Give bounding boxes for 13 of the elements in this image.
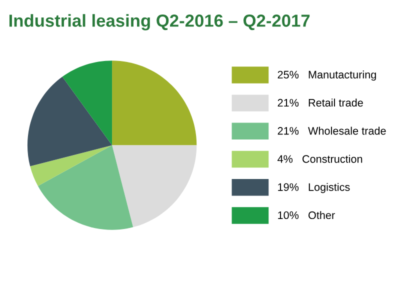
legend-label: 21% Retail trade bbox=[278, 98, 363, 107]
pie-slice bbox=[27, 76, 112, 166]
pie-slice bbox=[38, 145, 134, 230]
legend-label: 19% Logistics bbox=[278, 182, 350, 194]
chart-title: Industrial leasing Q2-2016 – Q2-2017 bbox=[9, 14, 310, 30]
legend-label: 21% Wholesale trade bbox=[278, 126, 386, 135]
pie-slice bbox=[30, 145, 112, 186]
pie-slice bbox=[112, 145, 197, 228]
legend-label: 25% Manutacturing bbox=[278, 70, 376, 81]
legend-label: 4% Construction bbox=[278, 154, 362, 163]
pie-slice bbox=[112, 60, 197, 146]
pie-slice bbox=[62, 60, 112, 146]
legend-label: 10% Other bbox=[278, 211, 335, 220]
